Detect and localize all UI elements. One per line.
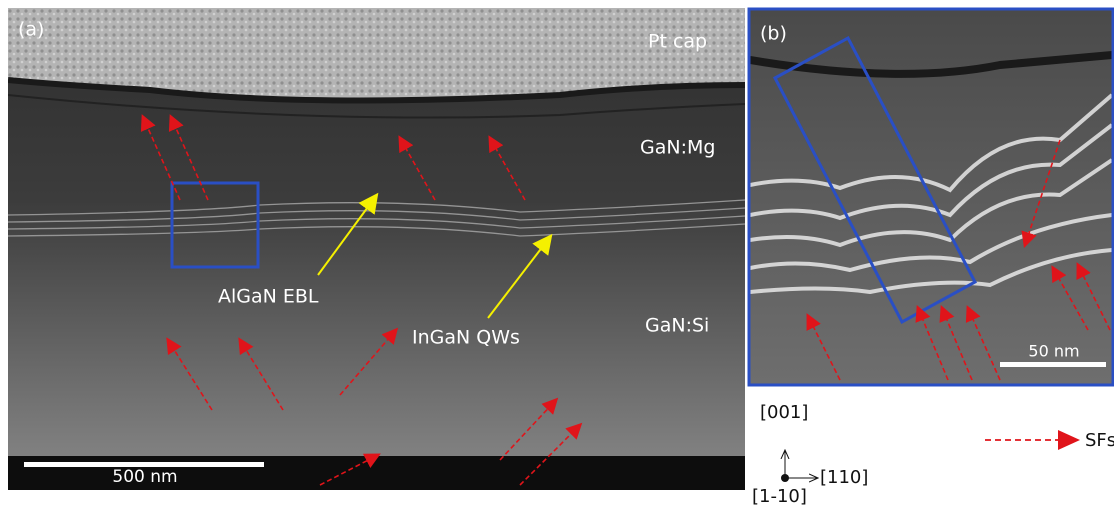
- axis-label: [1-10]: [752, 486, 807, 507]
- layer-label: Pt cap: [648, 31, 707, 53]
- annotation: InGaN QWs: [412, 327, 520, 349]
- legend-label: SFs: [1085, 430, 1114, 451]
- layer-label: GaN:Si: [645, 315, 709, 337]
- annotation: AlGaN EBL: [218, 286, 319, 308]
- panel-a-image: [8, 8, 745, 490]
- scale-bar-label: 50 nm: [1028, 342, 1079, 361]
- panel-label: (a): [18, 19, 44, 41]
- axis-label: [001]: [760, 402, 808, 423]
- scale-bar: [1000, 362, 1106, 367]
- axis-label: [110]: [820, 467, 868, 488]
- figure: (a) Pt cap GaN:Mg GaN:Si AlGaN EBL InGaN…: [0, 0, 1114, 508]
- scale-bar: [24, 462, 264, 467]
- panel-label: (b): [760, 23, 787, 45]
- axes-diagram: [781, 450, 818, 482]
- layer-label: GaN:Mg: [640, 137, 715, 159]
- scale-bar-label: 500 nm: [112, 467, 177, 487]
- legend-arrowhead: [1058, 430, 1080, 450]
